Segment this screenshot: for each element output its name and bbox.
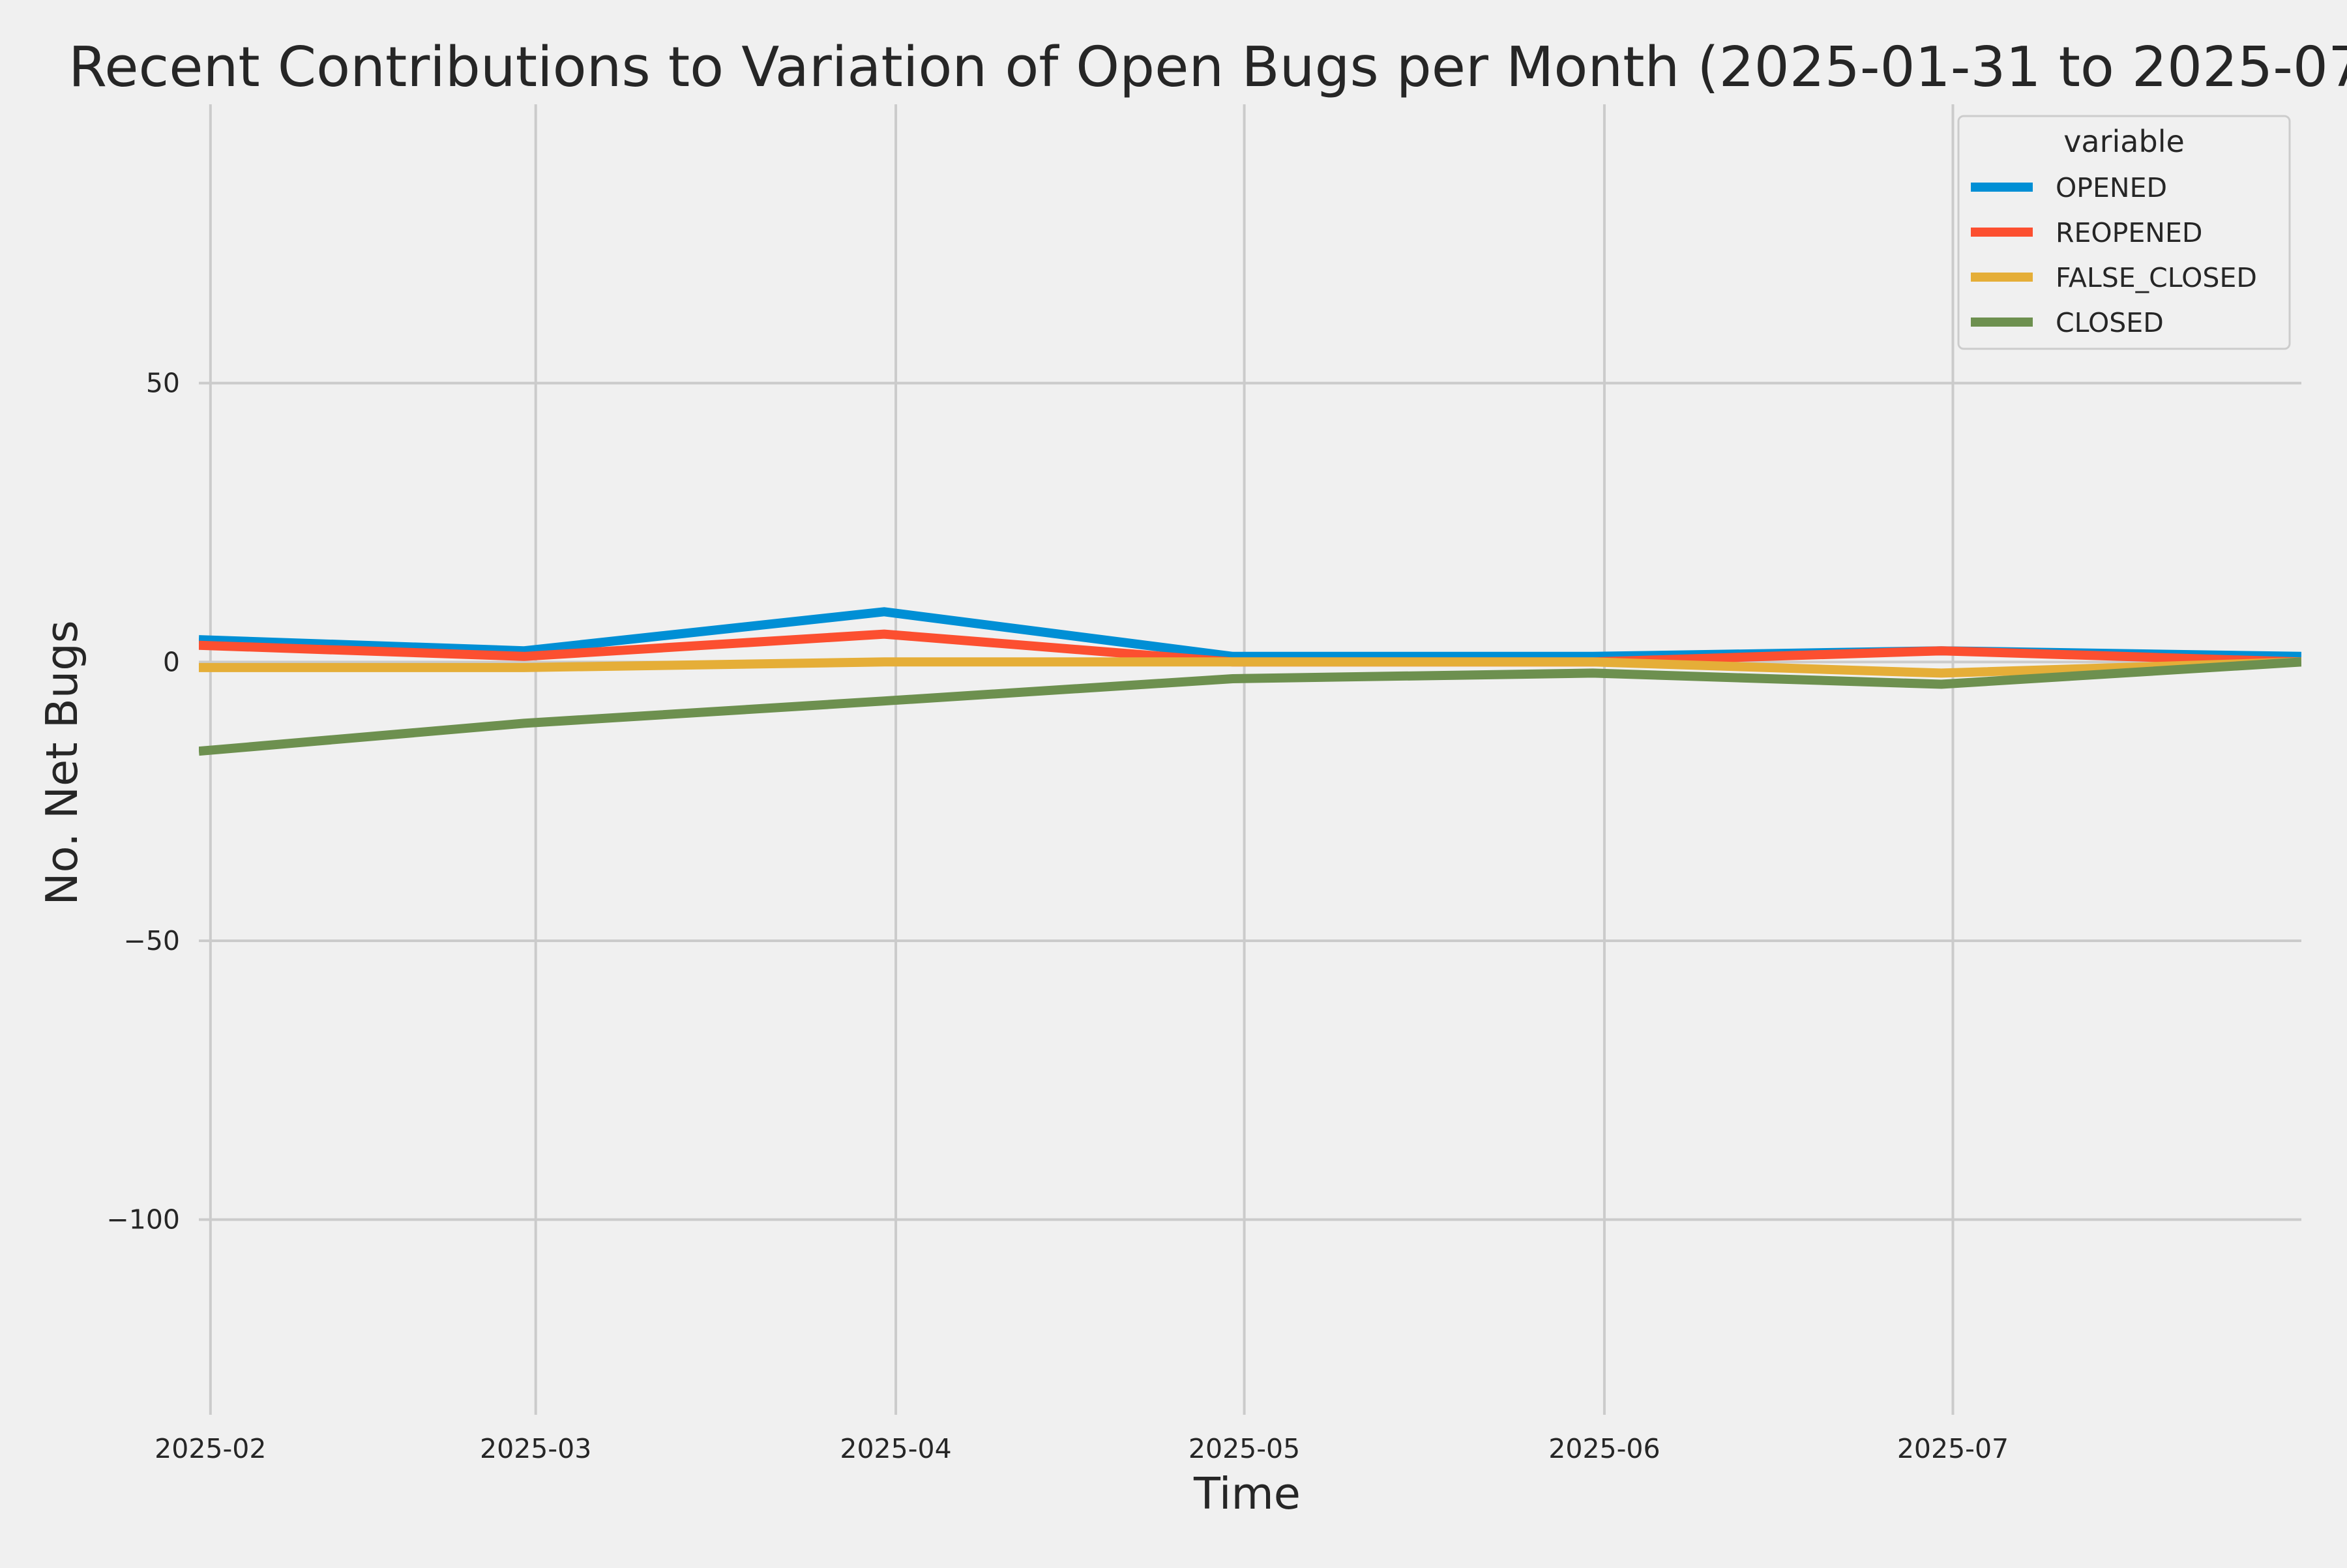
x-tick-label: 2025-07 [1897, 1433, 2009, 1464]
x-axis-label: Time [1193, 1468, 1301, 1519]
legend-title: variable [2063, 124, 2185, 159]
legend-label: CLOSED [2056, 307, 2164, 338]
legend-box [1957, 115, 2291, 350]
axes: 2025-02 2025-03 2025-04 2025-05 2025-06 2025-… [106, 368, 2009, 1464]
x-tick-label: 2025-03 [480, 1433, 591, 1464]
x-tick-label: 2025-02 [155, 1433, 266, 1464]
x-tick-label: 2025-05 [1188, 1433, 1300, 1464]
grid [199, 104, 2301, 1415]
y-tick-label: −100 [106, 1204, 180, 1235]
legend: variable OPENED REOPENED FALSE_CLOSED CLOSE… [1957, 115, 2291, 350]
chart-title: Recent Contributions to Variation of Ope… [68, 35, 2347, 100]
series-line-closed [199, 657, 2301, 756]
series-lines [199, 607, 2301, 756]
y-axis-label: No. Net Bugs [37, 620, 87, 905]
legend-entries: OPENED REOPENED FALSE_CLOSED CLOSED [1971, 172, 2257, 338]
x-tick-label: 2025-04 [840, 1433, 951, 1464]
y-tick-label: −50 [123, 925, 180, 956]
legend-label: OPENED [2056, 172, 2167, 203]
x-tick-label: 2025-06 [1548, 1433, 1660, 1464]
legend-label: REOPENED [2056, 217, 2202, 248]
series-line-false-closed [199, 657, 2301, 678]
y-tick-label: 0 [163, 646, 180, 677]
legend-label: FALSE_CLOSED [2056, 262, 2257, 293]
y-tick-label: 50 [146, 368, 180, 399]
